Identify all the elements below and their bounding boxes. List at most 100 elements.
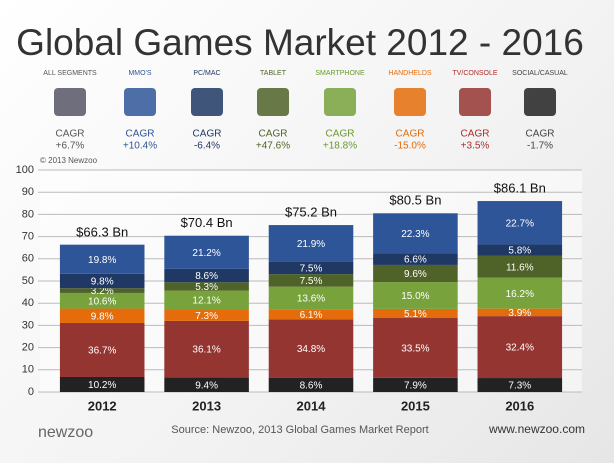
value-label: 3.9% — [508, 308, 531, 319]
cagr-value: +10.4% — [123, 141, 157, 152]
y-tick-label: 70 — [22, 231, 34, 243]
cagr-value: -6.4% — [194, 141, 220, 152]
bar-segment — [477, 308, 563, 317]
value-label: 22.7% — [506, 218, 534, 229]
bar-segment — [164, 377, 249, 392]
segment-name: HANDHELDS — [388, 70, 432, 77]
segment-name: ALL SEGMENTS — [43, 70, 97, 77]
bar-segment — [373, 253, 458, 265]
bar-segment — [59, 308, 145, 323]
bar-segment — [59, 244, 145, 274]
value-label: 36.1% — [192, 345, 220, 356]
y-tick-label: 20 — [22, 342, 34, 354]
y-tick-label: 100 — [16, 164, 34, 176]
cagr-title: CAGR — [259, 129, 288, 140]
cagr-title: CAGR — [56, 129, 85, 140]
bar-segment — [477, 378, 563, 392]
bar-segment — [59, 273, 145, 289]
bar-segment — [373, 282, 458, 309]
segment-icon — [54, 88, 86, 116]
value-label: 5.1% — [404, 309, 427, 320]
y-tick-label: 50 — [22, 275, 34, 287]
bar-segment — [59, 322, 145, 377]
bar-segment — [164, 290, 249, 310]
value-label: 7.5% — [300, 264, 323, 275]
value-label: 9.8% — [91, 277, 114, 288]
bar-segment — [164, 235, 249, 269]
cagr-title: CAGR — [461, 129, 490, 140]
value-label: 6.1% — [300, 310, 323, 321]
value-label: 16.2% — [506, 289, 534, 300]
segment-name: SMARTPHONE — [315, 70, 365, 77]
x-tick-label: 2016 — [505, 398, 534, 413]
total-label: $80.5 Bn — [389, 193, 441, 208]
segment-icon — [257, 88, 289, 116]
bar-segment — [477, 244, 563, 256]
y-tick-label: 40 — [22, 297, 34, 309]
segment-icon — [394, 88, 426, 116]
value-label: 33.5% — [401, 344, 429, 355]
value-label: 13.6% — [297, 294, 325, 305]
bar-segment — [373, 213, 458, 254]
bar-segment — [477, 316, 563, 379]
source: Source: Newzoo, 2013 Global Games Market… — [171, 424, 428, 436]
x-tick-label: 2015 — [401, 398, 430, 413]
value-label: 7.9% — [404, 381, 427, 392]
copyright: © 2013 Newzoo — [40, 156, 98, 165]
x-tick-label: 2012 — [88, 398, 117, 413]
total-label: $70.4 Bn — [181, 215, 233, 230]
value-label: 22.3% — [401, 229, 429, 240]
cagr-value: +6.7% — [56, 141, 85, 152]
bar-segment — [373, 318, 458, 378]
segment-icon — [524, 88, 556, 116]
bar-segment — [268, 319, 354, 378]
value-label: 9.4% — [195, 380, 218, 391]
bar-segment — [477, 201, 563, 245]
segment-icon — [459, 88, 491, 116]
value-label: 3.2% — [91, 286, 114, 297]
value-label: 32.4% — [506, 343, 534, 354]
bar-segment — [164, 268, 249, 283]
bar-segment — [268, 225, 354, 262]
value-label: 6.6% — [404, 255, 427, 266]
bar-segment — [59, 288, 145, 293]
cagr-title: CAGR — [126, 129, 155, 140]
bar-segment — [268, 261, 354, 275]
total-label: $66.3 Bn — [76, 224, 128, 239]
cagr-title: CAGR — [396, 129, 425, 140]
value-label: 7.5% — [300, 276, 323, 287]
value-label: 7.3% — [508, 381, 531, 392]
bar-segment — [268, 286, 354, 310]
value-label: 12.1% — [192, 296, 220, 307]
value-label: 10.2% — [88, 380, 116, 391]
bar-segment — [373, 308, 458, 319]
website: www.newzoo.com — [488, 422, 585, 436]
bar-segment — [268, 274, 354, 287]
cagr-title: CAGR — [326, 129, 355, 140]
bar-segment — [59, 376, 145, 392]
cagr-value: +47.6% — [256, 141, 290, 152]
cagr-value: +3.5% — [461, 141, 490, 152]
y-tick-label: 60 — [22, 253, 34, 265]
y-tick-label: 0 — [28, 386, 34, 398]
chart-title: Global Games Market 2012 - 2016 — [16, 22, 584, 63]
bar-segment — [373, 264, 458, 283]
logo: newzoo — [38, 424, 93, 441]
cagr-value: -1.7% — [527, 141, 553, 152]
bar-segment — [373, 377, 458, 392]
value-label: 8.6% — [195, 271, 218, 282]
bar-segment — [59, 292, 145, 309]
value-label: 34.8% — [297, 344, 325, 355]
value-label: 9.6% — [404, 269, 427, 280]
value-label: 9.8% — [91, 311, 114, 322]
value-label: 21.9% — [297, 239, 325, 250]
value-label: 7.3% — [195, 311, 218, 322]
total-label: $75.2 Bn — [285, 204, 337, 219]
cagr-title: CAGR — [193, 129, 222, 140]
bar-segment — [164, 282, 249, 291]
y-tick-label: 90 — [22, 186, 34, 198]
y-tick-label: 30 — [22, 319, 34, 331]
segment-name: SOCIAL/CASUAL — [512, 70, 568, 77]
value-label: 5.8% — [508, 246, 531, 257]
